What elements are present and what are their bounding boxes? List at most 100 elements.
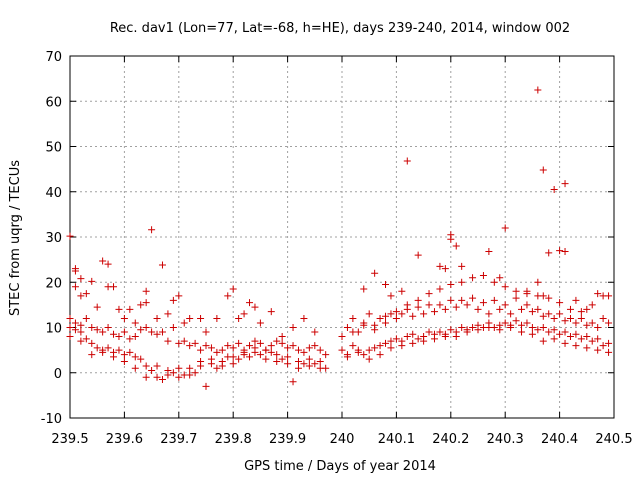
data-point bbox=[158, 328, 166, 336]
data-point bbox=[398, 310, 406, 318]
data-point bbox=[235, 314, 243, 322]
data-point bbox=[224, 292, 232, 300]
data-point bbox=[311, 328, 319, 336]
data-point bbox=[349, 314, 357, 322]
data-point bbox=[528, 308, 536, 316]
data-point bbox=[561, 328, 569, 336]
data-point bbox=[436, 328, 444, 336]
y-tick-label: 60 bbox=[45, 95, 62, 110]
data-point bbox=[588, 337, 596, 345]
data-point bbox=[458, 324, 466, 331]
data-point bbox=[175, 339, 183, 347]
data-point bbox=[213, 364, 221, 372]
data-point bbox=[414, 251, 422, 259]
data-point bbox=[392, 335, 400, 343]
data-point bbox=[202, 382, 210, 390]
data-point bbox=[131, 364, 139, 372]
data-point bbox=[110, 283, 118, 291]
y-tick-label: 30 bbox=[45, 231, 62, 246]
data-point bbox=[365, 346, 373, 354]
data-point bbox=[246, 299, 254, 307]
data-point bbox=[512, 287, 520, 295]
data-point bbox=[545, 328, 553, 336]
data-point bbox=[436, 301, 444, 309]
data-point bbox=[175, 364, 183, 372]
x-tick-label: 240.3 bbox=[487, 432, 524, 447]
data-point bbox=[430, 335, 438, 343]
y-tick-label: -10 bbox=[41, 412, 62, 427]
data-point bbox=[300, 348, 308, 356]
data-point bbox=[164, 310, 172, 318]
data-point bbox=[501, 224, 509, 232]
data-point bbox=[88, 277, 96, 285]
data-point bbox=[507, 310, 515, 318]
data-point bbox=[278, 333, 286, 341]
data-point bbox=[343, 353, 351, 361]
data-point bbox=[142, 324, 150, 331]
data-point bbox=[447, 281, 455, 289]
data-point bbox=[371, 344, 379, 352]
data-point bbox=[539, 312, 547, 320]
data-point bbox=[246, 353, 254, 361]
data-point bbox=[371, 326, 379, 334]
data-point bbox=[561, 317, 569, 325]
data-point bbox=[197, 357, 205, 365]
data-point bbox=[77, 321, 85, 329]
data-point bbox=[382, 339, 390, 347]
data-point bbox=[425, 328, 433, 336]
data-point bbox=[485, 310, 493, 318]
data-point bbox=[414, 303, 422, 311]
data-point bbox=[594, 290, 602, 298]
data-point bbox=[605, 319, 613, 327]
data-point bbox=[267, 342, 275, 350]
data-point bbox=[371, 269, 379, 277]
y-tick-label: 50 bbox=[45, 141, 62, 156]
data-point bbox=[343, 324, 351, 331]
data-point bbox=[240, 310, 248, 318]
data-point bbox=[186, 342, 194, 350]
data-point bbox=[197, 346, 205, 354]
data-point bbox=[349, 342, 357, 350]
data-point bbox=[153, 314, 161, 322]
data-point bbox=[289, 324, 297, 331]
data-point bbox=[229, 360, 237, 368]
data-point bbox=[403, 301, 411, 309]
data-point bbox=[545, 294, 553, 302]
data-point bbox=[349, 328, 357, 336]
data-point bbox=[447, 326, 455, 334]
data-point bbox=[485, 324, 493, 331]
data-point bbox=[153, 362, 161, 370]
data-point bbox=[294, 364, 302, 372]
data-point bbox=[550, 335, 558, 343]
data-point bbox=[594, 324, 602, 331]
data-point bbox=[523, 287, 531, 295]
data-point bbox=[186, 364, 194, 372]
data-point bbox=[110, 330, 118, 338]
data-point bbox=[229, 344, 237, 352]
data-point bbox=[66, 324, 74, 331]
data-point bbox=[77, 292, 85, 300]
data-point bbox=[218, 346, 226, 354]
data-point bbox=[436, 262, 444, 270]
data-point bbox=[561, 247, 569, 255]
data-point bbox=[256, 351, 264, 359]
data-point bbox=[496, 305, 504, 313]
data-point bbox=[311, 360, 319, 368]
x-tick-label: 240 bbox=[330, 432, 355, 447]
data-point bbox=[572, 342, 580, 350]
data-point bbox=[180, 337, 188, 345]
data-point bbox=[469, 274, 477, 282]
data-point bbox=[99, 328, 107, 336]
data-point bbox=[93, 326, 101, 334]
data-point bbox=[338, 333, 346, 341]
data-point bbox=[382, 312, 390, 320]
data-point bbox=[88, 324, 96, 331]
data-point bbox=[300, 314, 308, 322]
data-point bbox=[126, 305, 134, 313]
data-point bbox=[463, 328, 471, 336]
data-point bbox=[77, 275, 85, 283]
data-point bbox=[479, 299, 487, 307]
data-point bbox=[224, 342, 232, 350]
data-point bbox=[605, 292, 613, 300]
y-tick-label: 70 bbox=[45, 50, 62, 65]
